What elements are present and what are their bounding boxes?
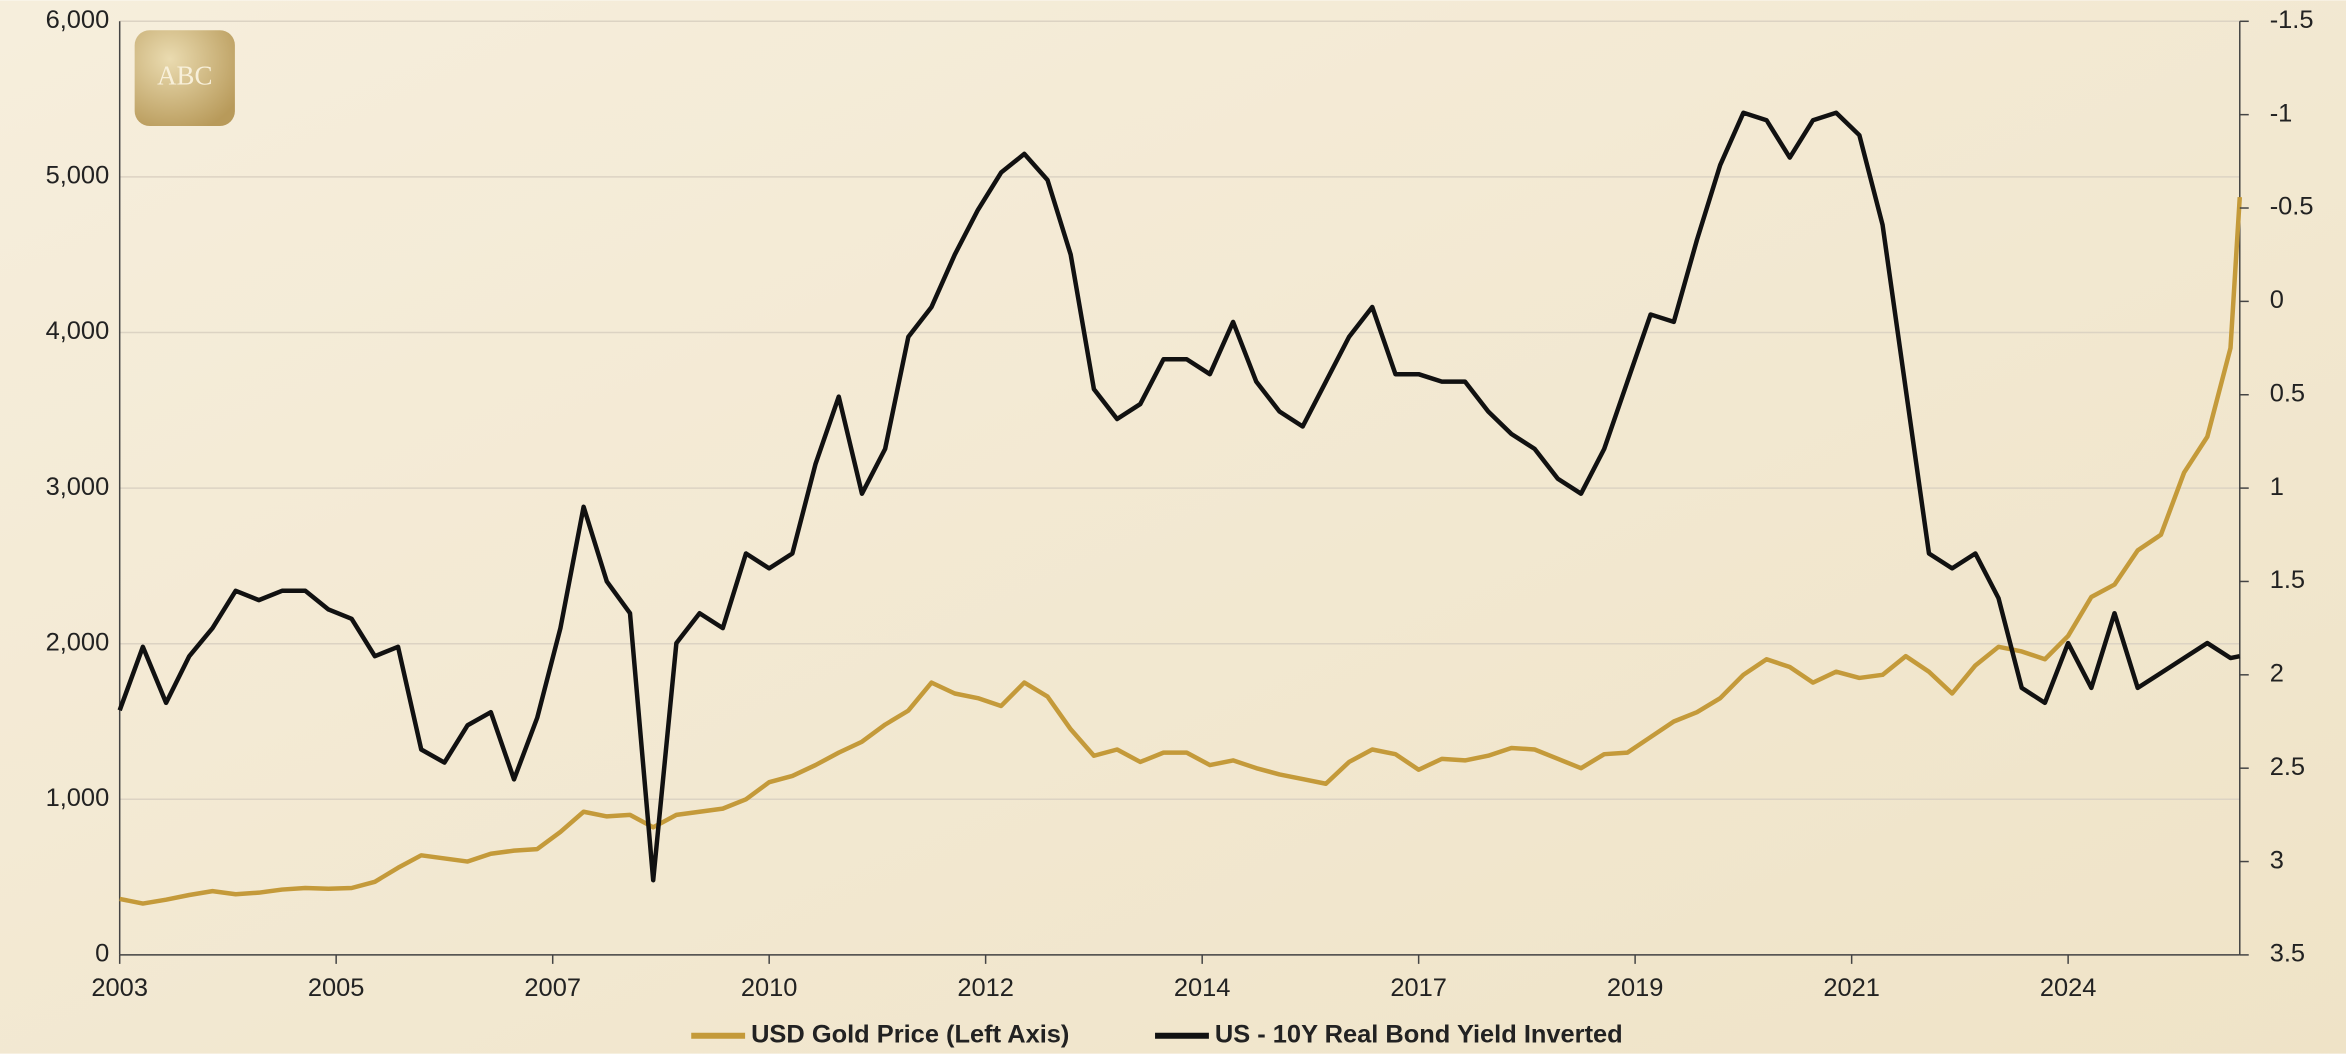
- y2-tick-label: 1: [2270, 473, 2284, 501]
- y2-tick-label: 0: [2270, 286, 2284, 314]
- legend-label: US - 10Y Real Bond Yield Inverted: [1215, 1020, 1623, 1048]
- y-tick-label: 5,000: [46, 162, 110, 190]
- legend-label: USD Gold Price (Left Axis): [751, 1020, 1069, 1048]
- legend-item: US - 10Y Real Bond Yield Inverted: [1155, 1020, 1623, 1048]
- y2-tick-label: 3: [2270, 846, 2284, 874]
- x-tick-label: 2017: [1390, 974, 1447, 1002]
- y2-tick-label: 1.5: [2270, 566, 2305, 594]
- y-tick-label: 2,000: [46, 628, 110, 656]
- y2-tick-label: 2.5: [2270, 753, 2305, 781]
- y-tick-label: 3,000: [46, 473, 110, 501]
- y2-tick-label: -1.5: [2270, 6, 2314, 34]
- x-tick-label: 2005: [308, 974, 365, 1002]
- series-line: [117, 110, 2241, 883]
- y2-tick-label: 0.5: [2270, 379, 2305, 407]
- y2-tick-label: 3.5: [2270, 940, 2305, 968]
- series-line: [119, 196, 2243, 906]
- y-tick-label: 4,000: [46, 317, 110, 345]
- x-tick-label: 2019: [1607, 974, 1664, 1002]
- x-tick-label: 2007: [524, 974, 581, 1002]
- y-tick-label: 0: [95, 940, 109, 968]
- logo: ABC: [134, 30, 235, 127]
- x-tick-label: 2012: [957, 974, 1014, 1002]
- x-tick-label: 2010: [741, 974, 798, 1002]
- y2-tick-label: 2: [2270, 660, 2284, 688]
- y2-tick-label: -0.5: [2270, 193, 2314, 221]
- x-tick-label: 2021: [1823, 974, 1880, 1002]
- y2-tick-label: -1: [2270, 99, 2293, 127]
- y-tick-label: 6,000: [46, 6, 110, 34]
- plot: [117, 110, 2243, 906]
- y-tick-label: 1,000: [46, 784, 110, 812]
- x-tick-label: 2003: [91, 974, 148, 1002]
- legend-item: USD Gold Price (Left Axis): [691, 1020, 1069, 1048]
- logo-badge: [134, 30, 235, 127]
- x-tick-label: 2014: [1174, 974, 1231, 1002]
- x-tick-label: 2024: [2040, 974, 2097, 1002]
- logo-text: ABC: [157, 60, 212, 90]
